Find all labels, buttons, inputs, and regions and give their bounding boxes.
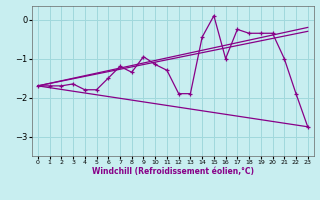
X-axis label: Windchill (Refroidissement éolien,°C): Windchill (Refroidissement éolien,°C) [92,167,254,176]
